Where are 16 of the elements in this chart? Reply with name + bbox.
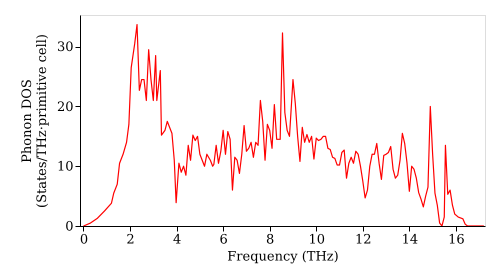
- y-axis-title: Phonon DOS (States/THz·primitive cell): [20, 34, 50, 208]
- x-tick-label: 12: [355, 232, 372, 248]
- y-tick-label: 20: [56, 100, 74, 115]
- x-tick-label: 2: [126, 232, 135, 248]
- x-tick-label: 16: [448, 232, 465, 248]
- x-tick-label: 4: [172, 232, 182, 248]
- y-tick-label: 0: [65, 220, 74, 234]
- x-tick-label: 8: [266, 232, 274, 248]
- y-tick-label: 10: [56, 160, 74, 175]
- y-tick-label: 30: [56, 40, 74, 56]
- x-tick-label: 6: [220, 232, 228, 248]
- x-tick-label: 14: [402, 232, 418, 248]
- x-axis-title: Frequency (THz): [227, 250, 339, 264]
- line-series: [82, 24, 484, 226]
- x-tick-label: 10: [308, 232, 326, 248]
- x-tick-label: 0: [80, 232, 88, 248]
